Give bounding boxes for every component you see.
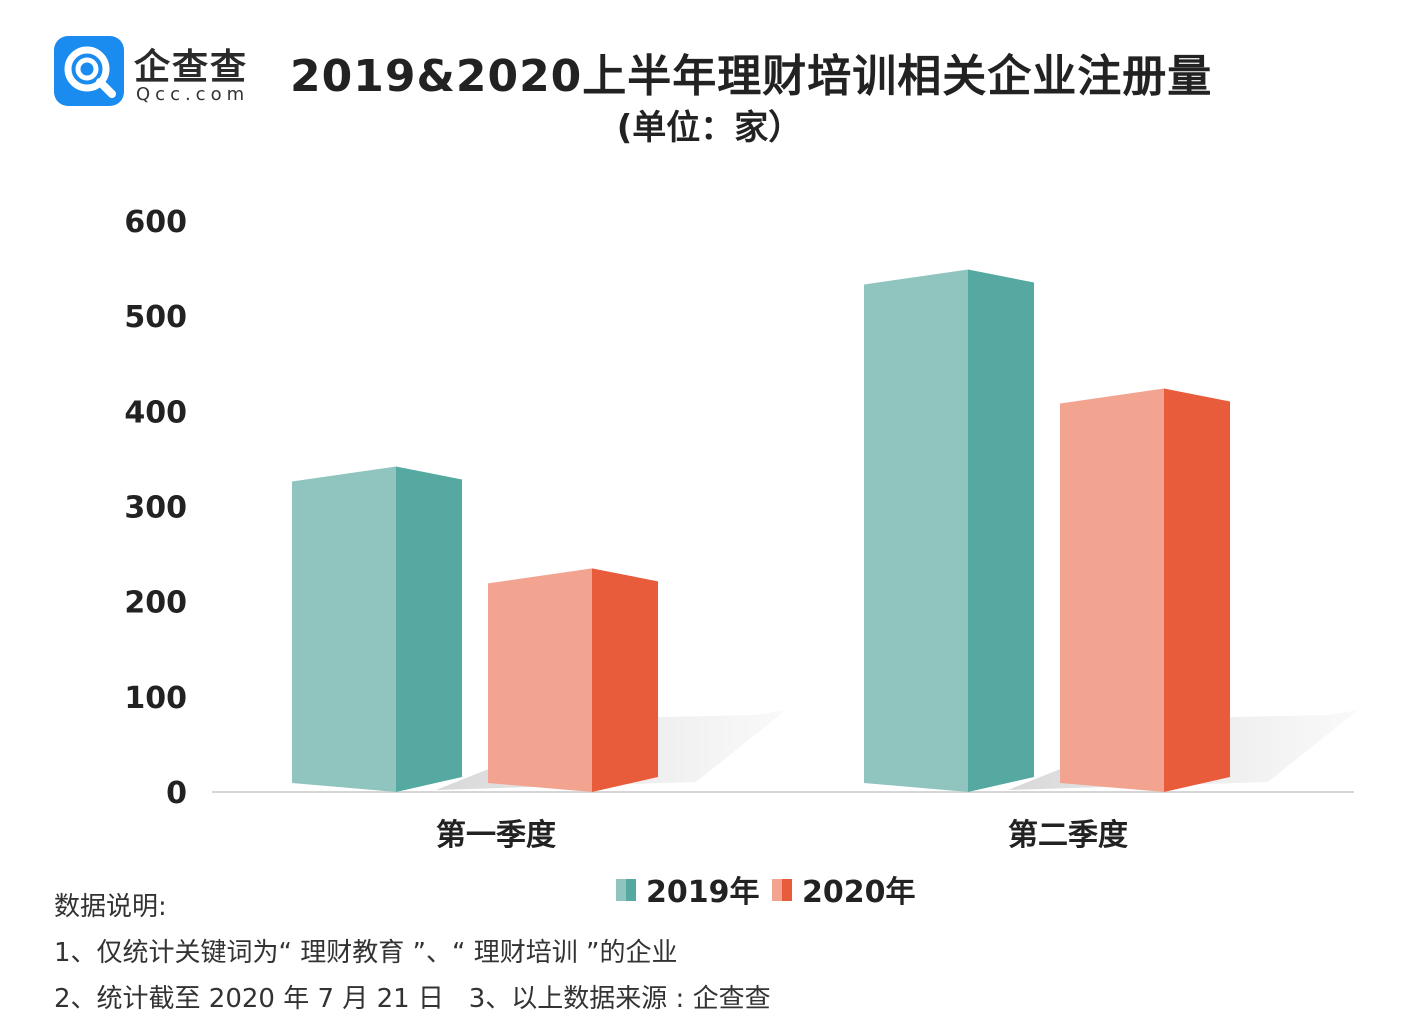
bar-front-0-0 <box>292 466 396 792</box>
data-notes: 数据说明: 1、仅统计关键词为“ 理财教育 ”、“ 理财培训 ”的企业 2、统计… <box>54 884 771 1022</box>
legend-item-0: 2019年 <box>616 875 760 910</box>
brand-name-en: Qcc.com <box>136 84 250 105</box>
notes-line-1-suffix: 的企业 <box>599 938 678 968</box>
legend: 2019年 2020年 <box>616 875 916 910</box>
notes-data-source: 3、以上数据来源 : 企查查 <box>468 984 771 1014</box>
y-tick-label-5: 500 <box>124 300 187 335</box>
legend-label-0: 2019年 <box>646 875 760 910</box>
bar-side-1-1 <box>1164 388 1230 792</box>
brand-logo-icon <box>54 36 124 106</box>
notes-line-1-separator: 、 <box>426 938 453 968</box>
bar-side-0-1 <box>592 568 658 792</box>
chart-title: 2019&2020上半年理财培训相关企业注册量 <box>290 51 1213 102</box>
brand-name-cn: 企查查 <box>134 47 249 88</box>
bar-side-1-0 <box>968 269 1034 792</box>
y-tick-label-4: 400 <box>124 395 187 430</box>
y-tick-label-1: 100 <box>124 681 187 716</box>
chart-subtitle: (单位：家） <box>616 108 803 148</box>
y-tick-label-3: 300 <box>124 491 187 526</box>
notes-line-2: 2、统计截至 2020 年 7 月 21 日 3、以上数据来源 : 企查查 <box>54 976 771 1022</box>
y-tick-label-6: 600 <box>124 205 187 240</box>
notes-cutoff-date: 2、统计截至 2020 年 7 月 21 日 <box>54 984 444 1014</box>
bar-0-0 <box>292 466 462 792</box>
notes-line-1-keyword-2: “ 理财培训 ” <box>452 938 600 968</box>
bar-side-0-0 <box>396 466 462 792</box>
bar-front-0-1 <box>488 568 592 792</box>
y-axis: 0 100 200 300 400 500 600 <box>124 205 187 811</box>
legend-swatch-side-1 <box>782 879 792 901</box>
legend-swatch-front-1 <box>772 879 782 901</box>
x-tick-label-1: 第二季度 <box>1008 818 1128 853</box>
bar-0-1 <box>488 568 658 792</box>
bar-front-1-0 <box>864 269 968 792</box>
y-tick-label-0: 0 <box>166 776 187 811</box>
x-tick-label-0: 第一季度 <box>436 818 556 853</box>
x-axis-labels: 第一季度 第二季度 <box>436 818 1128 853</box>
legend-swatch-side-0 <box>626 879 636 901</box>
legend-item-1: 2020年 <box>772 875 916 910</box>
y-tick-label-2: 200 <box>124 586 187 621</box>
bar-front-1-1 <box>1060 388 1164 792</box>
notes-line-1-keyword-1: “ 理财教育 ” <box>278 938 427 968</box>
notes-heading: 数据说明: <box>54 892 167 922</box>
legend-swatch-front-0 <box>616 879 626 901</box>
notes-line-1: 1、仅统计关键词为“ 理财教育 ”、“ 理财培训 ”的企业 <box>54 930 771 976</box>
bars <box>292 269 1230 792</box>
bar-1-1 <box>1060 388 1230 792</box>
legend-label-1: 2020年 <box>802 875 916 910</box>
bar-1-0 <box>864 269 1034 792</box>
brand-logo: 企查查 Qcc.com <box>54 36 254 108</box>
notes-line-1-prefix: 1、仅统计关键词为 <box>54 938 279 968</box>
